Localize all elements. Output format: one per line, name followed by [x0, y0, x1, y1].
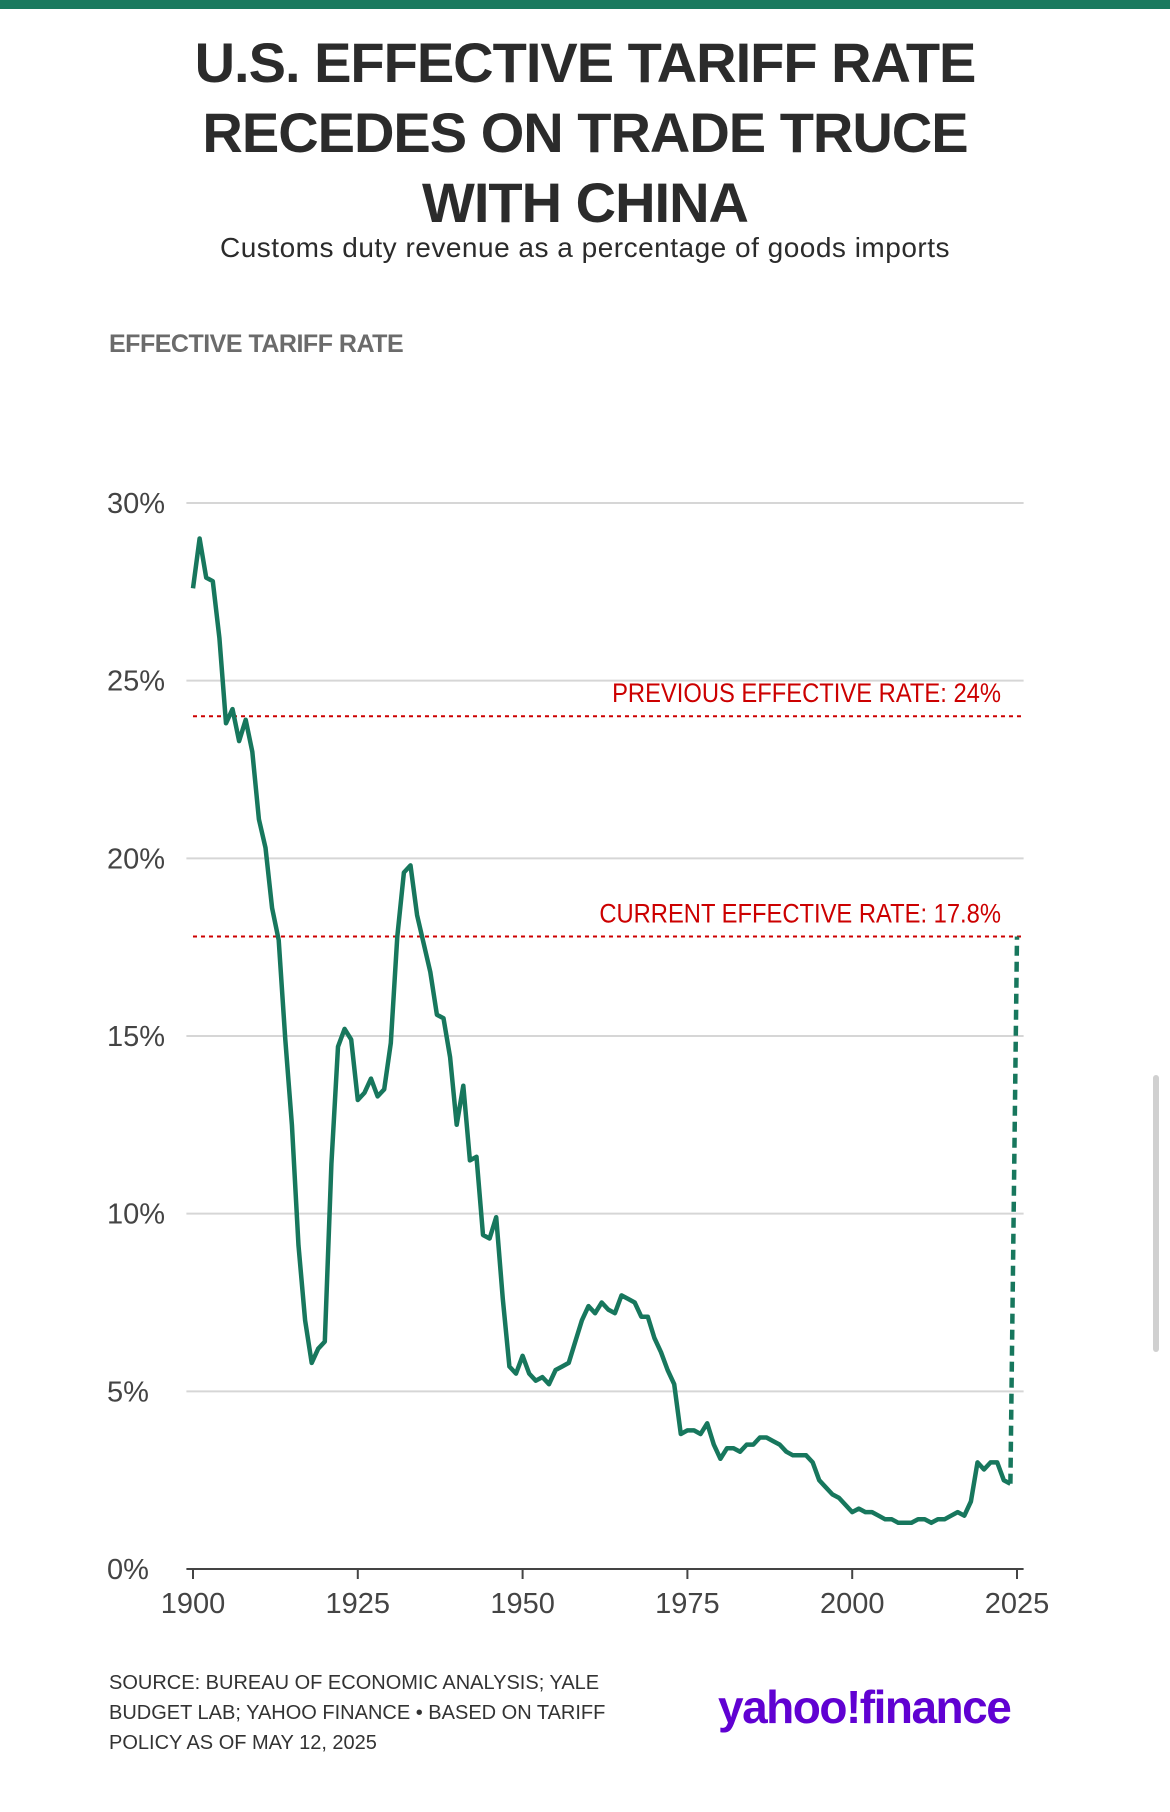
x-tick-label: 2025 [985, 1588, 1050, 1620]
data-line [190, 536, 1012, 1526]
title-line: WITH CHINA [422, 171, 749, 234]
reference-label: PREVIOUS EFFECTIVE RATE: 24% [612, 679, 1001, 709]
x-tick-label: 1975 [655, 1588, 720, 1620]
y-tick-label: 20% [107, 843, 165, 875]
y-tick-label: 25% [107, 666, 165, 698]
title-line: U.S. EFFECTIVE TARIFF RATE [194, 31, 977, 94]
reference-label: CURRENT EFFECTIVE RATE: 17.8% [599, 899, 1001, 929]
chart: 0% 5% 10% 15% 20% 25% 30% 1900 1925 1950 1975 2000 2… [107, 488, 1050, 1620]
chart-title: U.S. EFFECTIVE TARIFF RATE RECEDES ON TR… [0, 28, 1170, 238]
y-axis-label: EFFECTIVE TARIFF RATE [109, 330, 404, 358]
x-tick-label: 2000 [820, 1588, 885, 1620]
y-tick-label: 15% [107, 1021, 165, 1053]
y-tick-label: 5% [107, 1376, 149, 1408]
subtitle: Customs duty revenue as a percentage of … [220, 232, 950, 263]
title-line: RECEDES ON TRADE TRUCE [202, 101, 968, 164]
source-note: SOURCE: BUREAU OF ECONOMIC ANALYSIS; YAL… [109, 1672, 606, 1754]
x-tick-label: 1950 [490, 1588, 555, 1620]
x-tick-label: 1900 [161, 1588, 226, 1620]
scrollbar [1153, 1075, 1159, 1352]
y-tick-label: 10% [107, 1199, 165, 1231]
y-tick-label: 30% [107, 488, 165, 520]
x-tick-label: 1925 [326, 1588, 391, 1620]
logo: yahoo!finance [718, 1681, 1012, 1733]
projection-line [1008, 936, 1020, 1484]
top-bar [0, 0, 1170, 9]
y-tick-label: 0% [107, 1554, 149, 1586]
